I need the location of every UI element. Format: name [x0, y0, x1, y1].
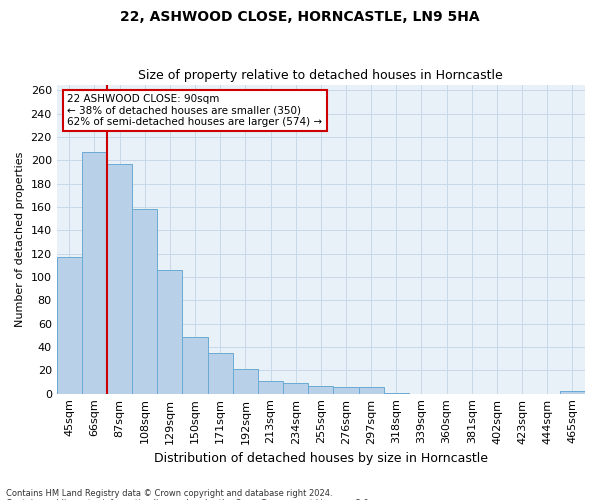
Title: Size of property relative to detached houses in Horncastle: Size of property relative to detached ho… [139, 69, 503, 82]
X-axis label: Distribution of detached houses by size in Horncastle: Distribution of detached houses by size … [154, 452, 488, 465]
Text: Contains public sector information licensed under the Open Government Licence v3: Contains public sector information licen… [6, 498, 371, 500]
Bar [283, 383, 308, 394]
Y-axis label: Number of detached properties: Number of detached properties [15, 152, 25, 327]
Bar [82, 152, 107, 394]
Text: Contains HM Land Registry data © Crown copyright and database right 2024.: Contains HM Land Registry data © Crown c… [6, 488, 332, 498]
Bar [132, 210, 157, 394]
Bar [56, 257, 82, 394]
Bar [308, 386, 334, 394]
Text: 22 ASHWOOD CLOSE: 90sqm
← 38% of detached houses are smaller (350)
62% of semi-d: 22 ASHWOOD CLOSE: 90sqm ← 38% of detache… [67, 94, 322, 127]
Bar [182, 336, 208, 394]
Bar [384, 392, 409, 394]
Bar [208, 353, 233, 394]
Bar [359, 386, 384, 394]
Bar [157, 270, 182, 394]
Text: 22, ASHWOOD CLOSE, HORNCASTLE, LN9 5HA: 22, ASHWOOD CLOSE, HORNCASTLE, LN9 5HA [120, 10, 480, 24]
Bar [560, 392, 585, 394]
Bar [107, 164, 132, 394]
Bar [258, 381, 283, 394]
Bar [334, 386, 359, 394]
Bar [233, 369, 258, 394]
